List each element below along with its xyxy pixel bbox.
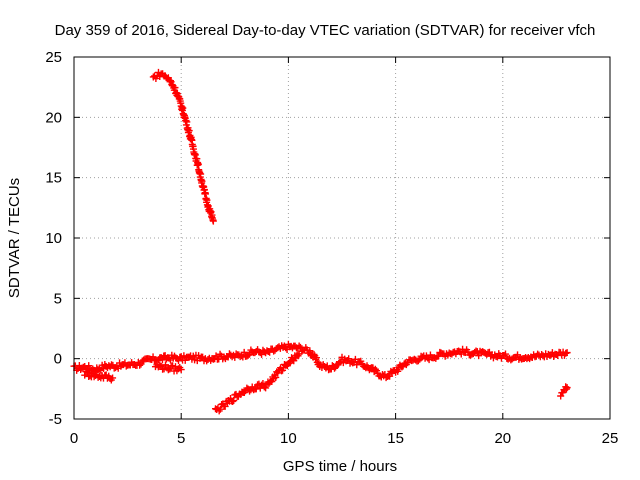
series-midday-dip (151, 361, 185, 375)
data-point (82, 368, 90, 376)
data-point (386, 372, 394, 380)
chart-title: Day 359 of 2016, Sidereal Day-to-day VTE… (55, 22, 596, 39)
data-point (230, 397, 238, 405)
data-point (244, 351, 252, 359)
data-point (563, 349, 571, 357)
data-point (371, 365, 379, 373)
data-point (164, 366, 172, 374)
data-layer (70, 68, 571, 415)
data-point (136, 361, 144, 369)
data-point (95, 365, 103, 373)
data-point (137, 360, 145, 368)
x-tick-label: 25 (602, 430, 619, 447)
data-point (330, 364, 338, 372)
data-point (562, 385, 570, 393)
data-point (262, 384, 270, 392)
data-point (183, 118, 191, 126)
ticks (73, 56, 611, 420)
series-late-spike (557, 383, 571, 400)
series-early-dip (81, 368, 117, 384)
data-point (414, 357, 422, 365)
data-point (295, 342, 303, 350)
data-point (193, 155, 201, 163)
data-point (85, 362, 93, 370)
data-point (295, 350, 303, 358)
x-tick-label: 5 (177, 430, 185, 447)
data-point (285, 359, 293, 367)
x-axis-label: GPS time / hours (283, 458, 397, 475)
grid (74, 57, 610, 419)
series-descending-arc (149, 68, 217, 225)
data-point (252, 385, 260, 393)
data-point (177, 366, 185, 374)
y-tick-label: 15 (45, 170, 62, 187)
data-point (272, 373, 280, 381)
y-tick-label: -5 (49, 411, 62, 428)
x-tick-label: 0 (70, 430, 78, 447)
y-tick-label: 10 (45, 230, 62, 247)
data-point (240, 348, 248, 356)
y-tick-label: 5 (54, 290, 62, 307)
data-point (216, 405, 224, 413)
x-tick-label: 20 (494, 430, 511, 447)
data-point (246, 387, 254, 395)
x-tick-label: 10 (280, 430, 297, 447)
data-point (109, 374, 117, 382)
data-point (161, 361, 169, 369)
y-tick-label: 0 (54, 351, 62, 368)
data-point (209, 217, 217, 225)
data-point (229, 397, 237, 405)
data-point (312, 354, 320, 362)
data-point (185, 127, 193, 135)
y-axis-label: SDTVAR / TECUs (6, 178, 23, 298)
y-tick-label: 20 (45, 109, 62, 126)
data-point (563, 384, 571, 392)
data-point (158, 356, 166, 364)
tick-labels: 0 5 10 15 20 25 -5 0 5 10 15 20 25 (45, 49, 618, 447)
x-tick-label: 15 (387, 430, 404, 447)
data-point (394, 367, 402, 375)
y-tick-label: 25 (45, 49, 62, 66)
data-point (357, 357, 365, 365)
data-point (259, 379, 267, 387)
series-rising-arc (212, 350, 303, 415)
data-point (501, 350, 509, 358)
data-point (306, 347, 314, 355)
